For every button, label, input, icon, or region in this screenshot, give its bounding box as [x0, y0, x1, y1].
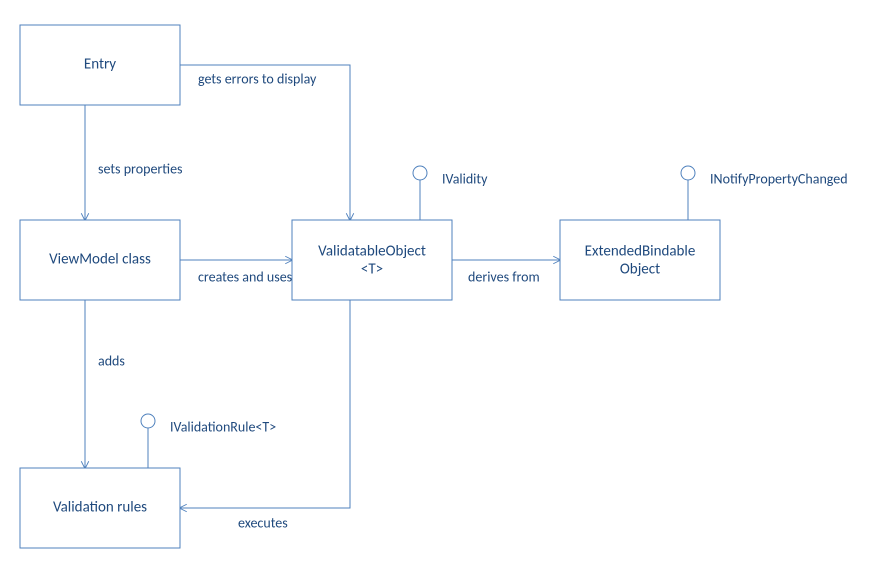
interface-label-ivalidationrule: IValidationRule<T>	[170, 418, 276, 435]
node-rules-label: Validation rules	[53, 499, 147, 517]
edge-labels: gets errors to display sets properties c…	[98, 70, 540, 531]
interface-label-inotify: INotifyPropertyChanged	[710, 170, 848, 187]
node-extended-label-1: ExtendedBindable	[585, 243, 696, 261]
edge-gets-errors	[180, 65, 350, 220]
node-entry-label: Entry	[84, 56, 116, 74]
edge-label-creates-and-uses: creates and uses	[198, 268, 292, 285]
edge-label-executes: executes	[238, 514, 288, 531]
interface-labels: IValidity INotifyPropertyChanged IValida…	[170, 170, 848, 435]
node-viewmodel-label: ViewModel class	[49, 251, 151, 269]
edge-label-gets-errors: gets errors to display	[198, 70, 317, 87]
edge-label-derives-from: derives from	[468, 268, 540, 285]
interface-label-ivalidity: IValidity	[442, 170, 488, 187]
node-validatable-label-2: <T>	[361, 261, 383, 279]
node-extended-label-2: Object	[620, 261, 660, 279]
edge-executes	[180, 300, 350, 508]
edge-label-adds: adds	[98, 352, 125, 369]
edge-label-sets-properties: sets properties	[98, 160, 183, 177]
node-validatable-label-1: ValidatableObject	[318, 243, 426, 261]
diagram-canvas: Entry ViewModel class ValidatableObject …	[0, 0, 874, 576]
nodes: Entry ViewModel class ValidatableObject …	[20, 25, 720, 548]
